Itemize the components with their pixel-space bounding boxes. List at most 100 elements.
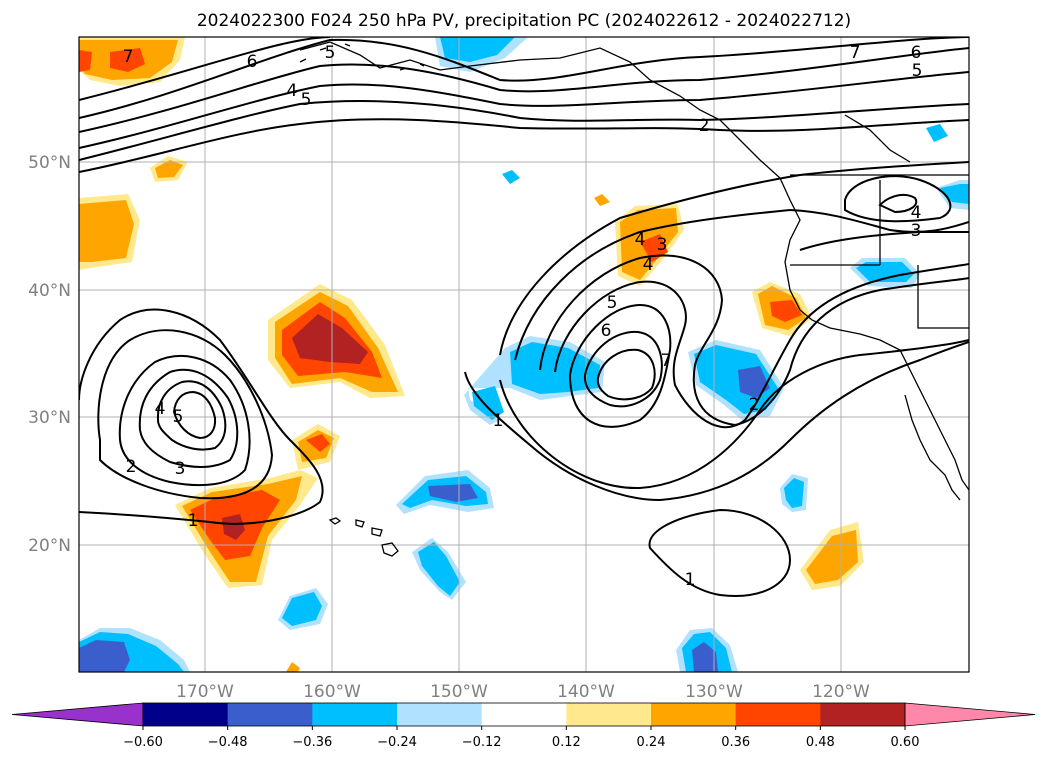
contour-line [539,254,969,427]
shade-area [79,50,92,72]
contour-label: 3 [657,235,668,255]
contour-line [79,118,969,173]
contour-label: 5 [912,61,923,81]
colorbar-segment [312,703,398,726]
colorbar-segment [820,703,906,726]
shade-area [79,640,130,672]
colorbar-segment [651,703,737,726]
contour-label: 4 [643,255,654,275]
contour-label: 2 [699,116,710,136]
colorbar-tick-label: 0.60 [891,735,920,750]
shade-area [502,170,520,184]
shade-area [222,514,245,540]
colorbar-tick-label: −0.48 [208,735,248,750]
map-frame [78,36,970,673]
shade-area [806,530,858,584]
contour-line [79,308,324,525]
contour-label: 5 [607,293,618,313]
pv-contours [79,37,969,597]
lon-label: 160°W [303,682,361,702]
colorbar: −0.60 −0.48 −0.36 −0.24 −0.12 0.12 0.24 0.36 0.4… [11,702,1036,750]
lon-label: 120°W [812,682,870,702]
lon-label: 130°W [685,682,743,702]
colorbar-extend-low [11,702,144,727]
contour-label: 4 [635,230,646,250]
colorbar-tick-label: −0.24 [377,735,417,750]
island-hawaii [381,542,399,557]
shade-area [428,484,478,502]
contour-line [156,380,227,451]
contour-line [554,263,969,429]
contour-label: 1 [685,570,696,590]
island-aleutian [299,43,425,71]
shade-area [79,200,134,262]
contour-label: 5 [173,407,184,427]
contour-line [514,208,969,361]
colorbar-segment [397,703,483,726]
coastline-baja [904,394,961,501]
contour-line [596,348,656,401]
contour-label: 1 [188,511,199,531]
lat-label: 20°N [28,536,71,556]
contour-line [878,193,918,214]
lon-label: 170°W [176,682,234,702]
shade-area [692,642,718,672]
colorbar-segment [735,703,821,726]
contour-line [138,368,239,468]
lat-label: 40°N [28,281,71,301]
contour-line [568,303,672,428]
contour-line [499,339,969,490]
contour-line [464,341,969,502]
contour-label: 4 [155,399,166,419]
border-line [917,265,969,329]
shade-area [110,48,145,72]
colorbar-segments [11,702,1036,727]
lat-label: 30°N [28,408,71,428]
lon-label: 150°W [430,682,488,702]
shade-area [940,184,969,204]
contour-label: 3 [911,221,922,241]
contour-label: 3 [175,459,186,479]
colorbar-tick-label: 0.12 [552,735,581,750]
latitude-labels: 50°N 40°N 30°N 20°N [28,153,71,556]
contour-line [79,37,331,101]
colorbar-segment [481,703,567,726]
shade-area [738,366,770,398]
shade-area [926,124,948,142]
contour-line [172,390,217,440]
colorbar-extend-high [904,702,1036,727]
island-hawaii [371,527,383,537]
contour-line [648,508,792,597]
contour-label: 6 [911,43,922,63]
contour-labels: 7 6 5 4 5 7 6 5 4 2 4 3 3 4 5 6 7 5 4 3 [123,43,923,590]
colorbar-tick-label: 0.48 [806,735,835,750]
island-hawaii [355,519,365,528]
contour-line [799,230,969,251]
contour-label: 4 [911,203,922,223]
colorbar-outline [142,702,906,727]
map-panel: 7 6 5 4 5 7 6 5 4 2 4 3 3 4 5 6 7 5 4 3 [78,36,970,673]
figure-title: 2024022300 F024 250 hPa PV, precipitatio… [197,11,851,31]
contour-line [79,37,969,119]
contour-line [97,329,274,500]
contour-label: 7 [850,43,861,63]
contour-label: 2 [749,395,760,415]
shade-area [282,592,322,626]
lat-label: 50°N [28,153,71,173]
contour-label: 2 [126,457,137,477]
shade-area [856,262,914,282]
lon-label: 140°W [557,682,615,702]
colorbar-tick-label: 0.36 [721,735,750,750]
graticule [79,37,969,672]
contour-label: 7 [123,47,134,67]
shade-area [292,314,368,364]
contour-label: 5 [301,90,312,110]
island-hawaii [328,517,342,525]
shade-area [594,194,610,206]
shade-area [472,386,504,420]
shade-area [418,542,460,596]
colorbar-tick-label: −0.60 [123,735,163,750]
contour-line [118,355,251,487]
shade-area [306,434,330,452]
contour-label: 1 [493,411,504,431]
